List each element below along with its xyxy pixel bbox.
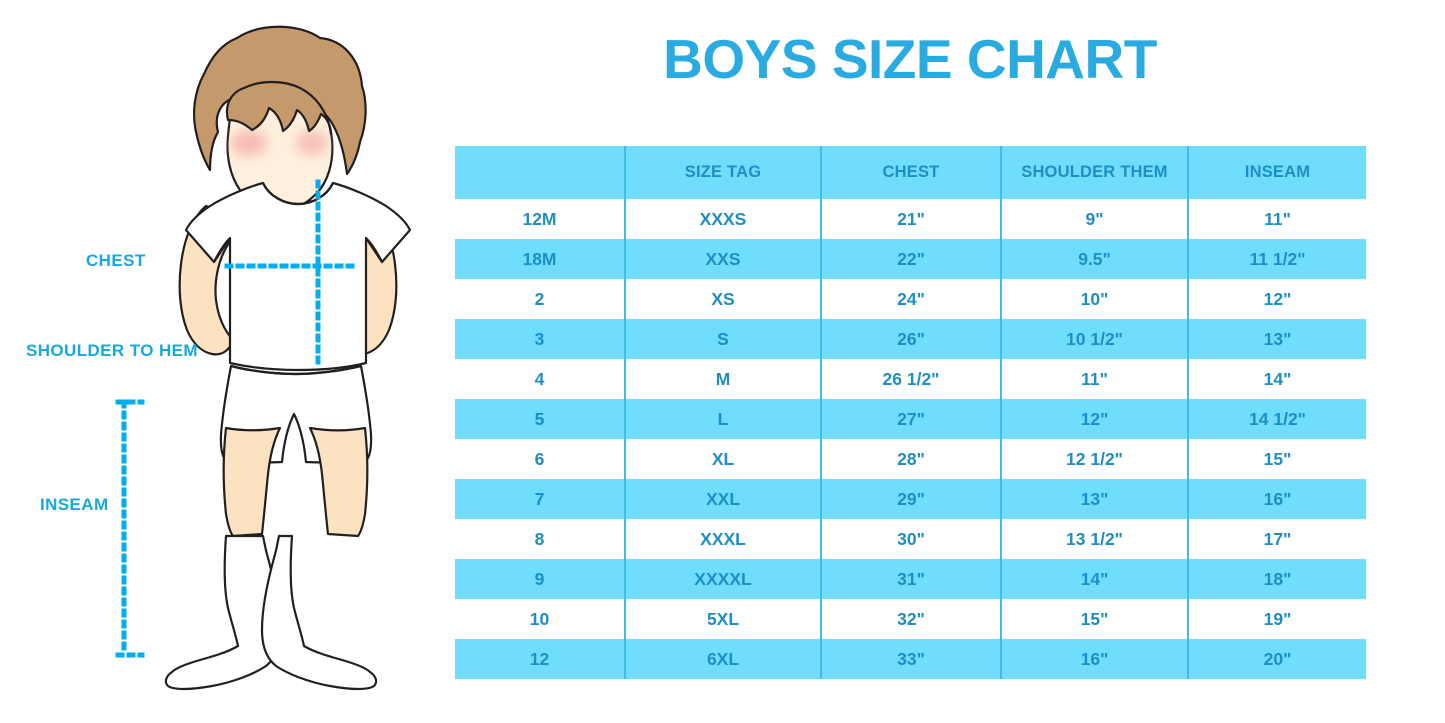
cell-inseam: 14" bbox=[1188, 359, 1366, 399]
cell-size: 3 bbox=[455, 319, 626, 359]
size-chart-table-container: SIZE TAG CHEST SHOULDER THEM INSEAM 12M … bbox=[455, 146, 1366, 679]
cell-shoulder-them: 11" bbox=[1001, 359, 1189, 399]
cell-shoulder-them: 15" bbox=[1001, 599, 1189, 639]
cell-inseam: 11 1/2" bbox=[1188, 239, 1366, 279]
cell-shoulder-them: 10" bbox=[1001, 279, 1189, 319]
cell-chest: 31" bbox=[821, 559, 1002, 599]
cell-inseam: 13" bbox=[1188, 319, 1366, 359]
blush-left-icon bbox=[231, 130, 267, 156]
table-row: 9 XXXXL 31" 14" 18" bbox=[455, 559, 1366, 599]
cell-inseam: 12" bbox=[1188, 279, 1366, 319]
shoulder-to-hem-measure-label: SHOULDER TO HEM bbox=[26, 341, 198, 360]
table-header-row: SIZE TAG CHEST SHOULDER THEM INSEAM bbox=[455, 146, 1366, 199]
cell-chest: 24" bbox=[821, 279, 1002, 319]
table-row: 12M XXXS 21" 9" 11" bbox=[455, 199, 1366, 239]
cell-shoulder-them: 12 1/2" bbox=[1001, 439, 1189, 479]
cell-size-tag: 6XL bbox=[625, 639, 822, 679]
cell-shoulder-them: 13 1/2" bbox=[1001, 519, 1189, 559]
table-row: 2 XS 24" 10" 12" bbox=[455, 279, 1366, 319]
blush-right-icon bbox=[296, 131, 328, 155]
cell-size: 9 bbox=[455, 559, 626, 599]
cell-size: 12 bbox=[455, 639, 626, 679]
cell-inseam: 20" bbox=[1188, 639, 1366, 679]
column-header-shoulder-them: SHOULDER THEM bbox=[1001, 146, 1189, 199]
cell-size-tag: XXXXL bbox=[625, 559, 822, 599]
cell-size-tag: XL bbox=[625, 439, 822, 479]
table-row: 12 6XL 33" 16" 20" bbox=[455, 639, 1366, 679]
size-chart-table: SIZE TAG CHEST SHOULDER THEM INSEAM 12M … bbox=[455, 146, 1366, 679]
cell-shoulder-them: 16" bbox=[1001, 639, 1189, 679]
cell-size-tag: 5XL bbox=[625, 599, 822, 639]
cell-chest: 26" bbox=[821, 319, 1002, 359]
cell-size-tag: L bbox=[625, 399, 822, 439]
column-header-size-tag: SIZE TAG bbox=[625, 146, 822, 199]
cell-size-tag: M bbox=[625, 359, 822, 399]
right-sock-shape bbox=[260, 534, 378, 691]
cell-size: 12M bbox=[455, 199, 626, 239]
cell-chest: 29" bbox=[821, 479, 1002, 519]
shorts-waistband-line bbox=[230, 364, 362, 376]
table-row: 4 M 26 1/2" 11" 14" bbox=[455, 359, 1366, 399]
tshirt-sleeve-right-line bbox=[365, 237, 383, 263]
cell-shoulder-them: 10 1/2" bbox=[1001, 319, 1189, 359]
cell-size-tag: XXS bbox=[625, 239, 822, 279]
cell-size-tag: XXL bbox=[625, 479, 822, 519]
right-thigh-shape bbox=[308, 426, 369, 538]
cell-chest: 32" bbox=[821, 599, 1002, 639]
cell-shoulder-them: 9.5" bbox=[1001, 239, 1189, 279]
table-row: 6 XL 28" 12 1/2" 15" bbox=[455, 439, 1366, 479]
cell-size: 18M bbox=[455, 239, 626, 279]
cell-size: 6 bbox=[455, 439, 626, 479]
column-header-size bbox=[455, 146, 626, 199]
page-title: BOYS SIZE CHART bbox=[663, 28, 1157, 90]
illustration-panel: CHEST SHOULDER TO HEM INSEAM bbox=[0, 0, 445, 723]
table-row: 5 L 27" 12" 14 1/2" bbox=[455, 399, 1366, 439]
cell-chest: 27" bbox=[821, 399, 1002, 439]
cell-inseam: 11" bbox=[1188, 199, 1366, 239]
tshirt-sleeve-left-line bbox=[213, 237, 231, 263]
cell-chest: 22" bbox=[821, 239, 1002, 279]
cell-size: 7 bbox=[455, 479, 626, 519]
cell-size-tag: XXXL bbox=[625, 519, 822, 559]
column-header-chest: CHEST bbox=[821, 146, 1002, 199]
cell-inseam: 16" bbox=[1188, 479, 1366, 519]
cell-chest: 26 1/2" bbox=[821, 359, 1002, 399]
cell-size: 5 bbox=[455, 399, 626, 439]
table-row: 3 S 26" 10 1/2" 13" bbox=[455, 319, 1366, 359]
cell-inseam: 17" bbox=[1188, 519, 1366, 559]
chest-measure-label: CHEST bbox=[86, 251, 146, 270]
table-row: 7 XXL 29" 13" 16" bbox=[455, 479, 1366, 519]
cell-size: 10 bbox=[455, 599, 626, 639]
column-header-inseam: INSEAM bbox=[1188, 146, 1366, 199]
cell-size: 8 bbox=[455, 519, 626, 559]
cell-size-tag: XS bbox=[625, 279, 822, 319]
cell-size: 2 bbox=[455, 279, 626, 319]
cell-chest: 30" bbox=[821, 519, 1002, 559]
tshirt-collar-shape bbox=[262, 182, 334, 206]
cell-inseam: 14 1/2" bbox=[1188, 399, 1366, 439]
table-row: 18M XXS 22" 9.5" 11 1/2" bbox=[455, 239, 1366, 279]
cell-size-tag: S bbox=[625, 319, 822, 359]
cell-chest: 21" bbox=[821, 199, 1002, 239]
inseam-measure-label: INSEAM bbox=[40, 495, 109, 514]
cell-shoulder-them: 9" bbox=[1001, 199, 1189, 239]
cell-chest: 33" bbox=[821, 639, 1002, 679]
cell-size-tag: XXXS bbox=[625, 199, 822, 239]
cell-inseam: 18" bbox=[1188, 559, 1366, 599]
boy-figure-illustration bbox=[115, 25, 412, 691]
cell-inseam: 15" bbox=[1188, 439, 1366, 479]
cell-size: 4 bbox=[455, 359, 626, 399]
cell-shoulder-them: 12" bbox=[1001, 399, 1189, 439]
table-row: 10 5XL 32" 15" 19" bbox=[455, 599, 1366, 639]
cell-chest: 28" bbox=[821, 439, 1002, 479]
cell-inseam: 19" bbox=[1188, 599, 1366, 639]
cell-shoulder-them: 13" bbox=[1001, 479, 1189, 519]
cell-shoulder-them: 14" bbox=[1001, 559, 1189, 599]
hair-fringe-shape bbox=[225, 80, 333, 136]
left-thigh-shape bbox=[222, 426, 282, 538]
table-row: 8 XXXL 30" 13 1/2" 17" bbox=[455, 519, 1366, 559]
